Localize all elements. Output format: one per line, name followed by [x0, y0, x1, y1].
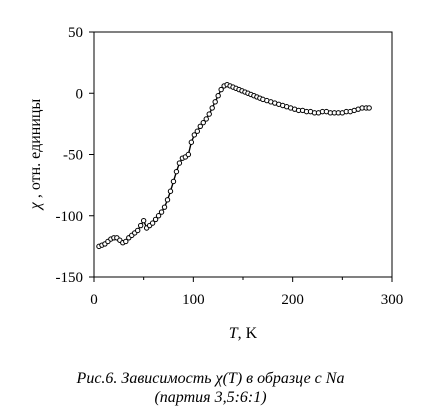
x-axis-unit: , K — [238, 325, 258, 342]
data-point — [161, 204, 168, 210]
figure-caption-line1: Рис.6. Зависимость χ(T) в образце с Na — [0, 369, 421, 388]
data-point — [176, 160, 183, 166]
data-point — [167, 188, 174, 194]
x-tick-label-3: 300 — [381, 292, 404, 308]
caption-prefix: Рис.6. Зависимость — [76, 370, 216, 387]
axis-ticks — [89, 31, 393, 282]
y-tick-labels: -150 -100 -50 0 50 — [56, 25, 84, 286]
x-axis-label: T, K — [229, 325, 258, 342]
data-point — [140, 217, 147, 224]
plot-area-frame — [93, 31, 393, 278]
data-point — [164, 197, 171, 203]
x-tick-label-0: 0 — [90, 292, 98, 308]
data-point — [191, 132, 198, 138]
data-point — [203, 116, 209, 122]
x-tick-label-2: 200 — [281, 292, 304, 308]
data-point — [194, 128, 201, 134]
y-tick-label-2: -50 — [63, 148, 83, 164]
y-axis-label: χ , отн. единицы — [27, 99, 44, 212]
x-axis-variable: T — [229, 325, 239, 342]
data-points — [96, 81, 372, 250]
data-point — [215, 93, 221, 99]
data-point — [185, 151, 192, 158]
y-tick-label-0: -150 — [56, 270, 84, 286]
data-point — [135, 227, 141, 234]
data-point — [173, 168, 180, 175]
y-axis-text: , отн. единицы — [27, 99, 44, 203]
data-point — [123, 238, 129, 245]
x-tick-label-1: 100 — [182, 292, 205, 308]
data-point — [137, 222, 144, 229]
data-point — [155, 213, 162, 219]
data-point — [158, 209, 165, 215]
data-point — [209, 105, 215, 111]
y-tick-label-1: -100 — [56, 209, 84, 225]
figure-caption-line2: (партия 3,5:6:1) — [154, 389, 267, 406]
chart: 0 100 200 300 -150 -100 -50 0 50 T, K χ , отн. … — [27, 25, 403, 342]
data-point — [170, 178, 177, 185]
data-point — [152, 216, 159, 223]
data-point — [188, 139, 195, 145]
caption-suffix: в образце с Na — [242, 370, 345, 387]
x-tick-labels: 0 100 200 300 — [90, 292, 403, 308]
data-point — [200, 119, 206, 126]
data-point — [149, 220, 156, 226]
y-tick-label-4: 50 — [68, 25, 83, 41]
data-point — [218, 86, 224, 93]
y-tick-label-3: 0 — [76, 86, 84, 102]
data-point — [366, 105, 372, 111]
data-point — [212, 99, 218, 105]
y-axis-variable: χ — [27, 201, 44, 211]
caption-symbol: χ(T) — [215, 370, 243, 387]
data-point — [197, 123, 203, 130]
data-point — [206, 111, 212, 117]
